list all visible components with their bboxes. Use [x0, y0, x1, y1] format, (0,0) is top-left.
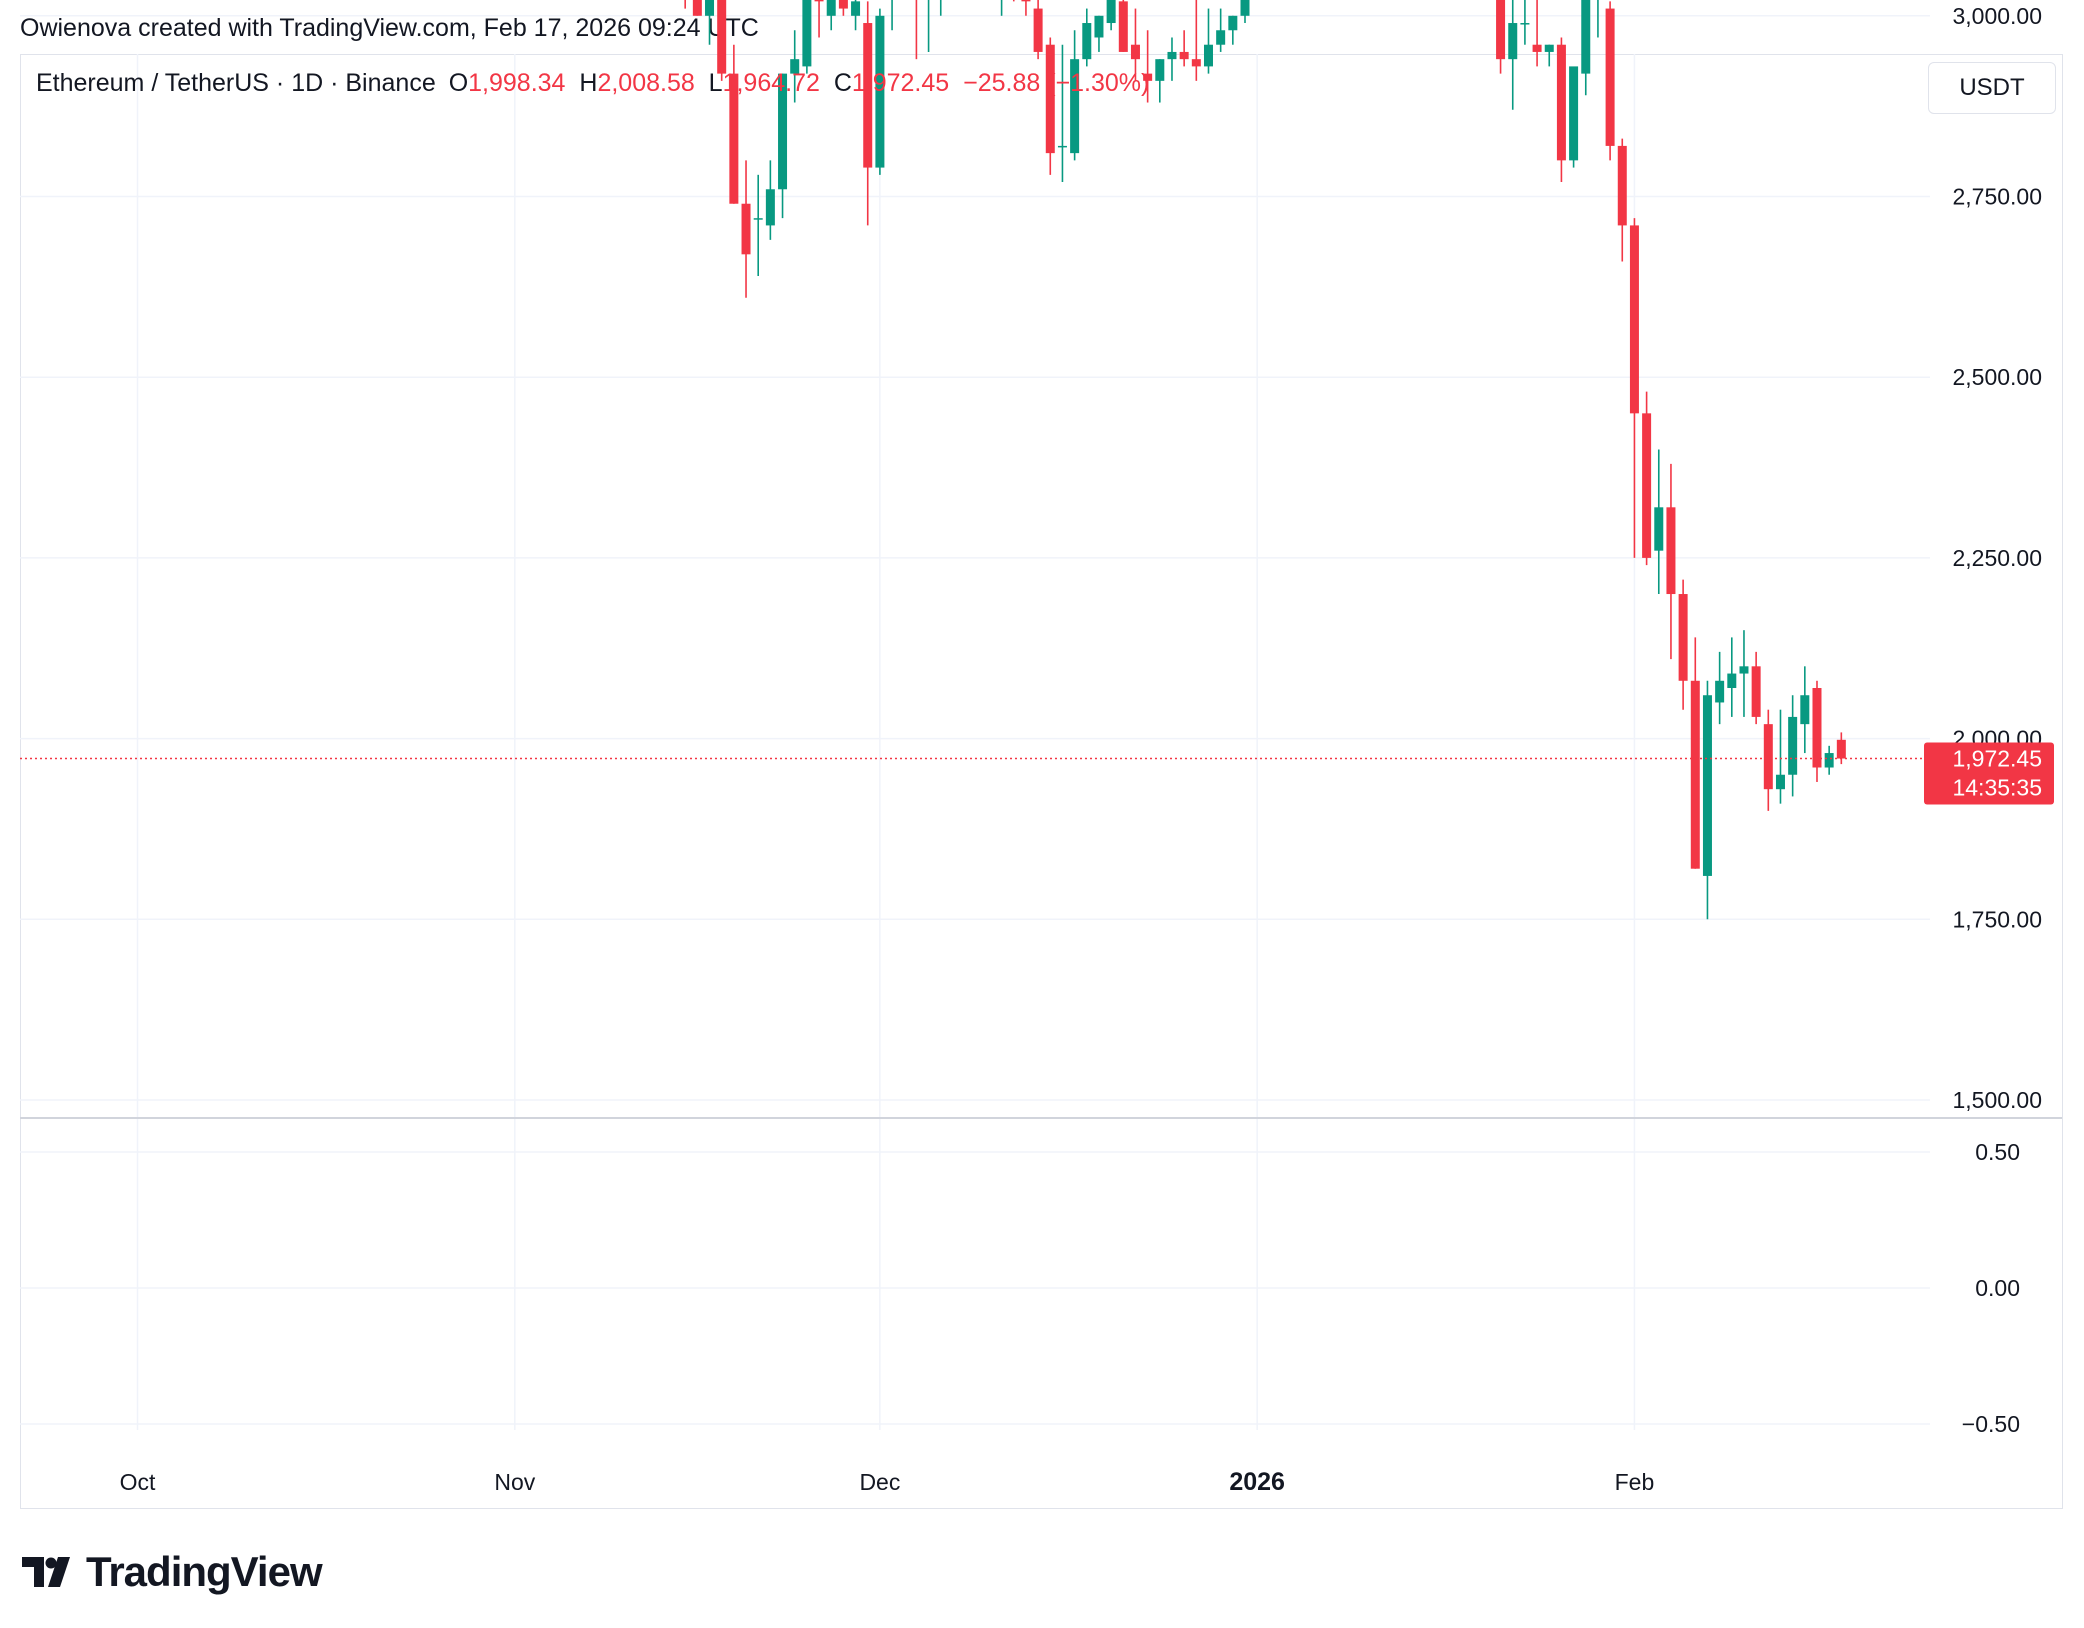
candle-body[interactable]	[1191, 59, 1201, 67]
candle-body[interactable]	[729, 73, 739, 204]
price-badge-countdown: 14:35:35	[1952, 775, 2042, 801]
candle-body[interactable]	[875, 15, 885, 168]
candle-body[interactable]	[1106, 0, 1116, 24]
candle-body[interactable]	[1057, 145, 1067, 148]
high-label: H	[579, 69, 598, 97]
tradingview-logo-text: TradingView	[86, 1548, 323, 1595]
candle-body[interactable]	[1520, 23, 1530, 25]
low-value: 1,964.72	[722, 69, 820, 97]
candle-body[interactable]	[1094, 15, 1104, 38]
candle-body[interactable]	[1082, 23, 1092, 60]
candle-body[interactable]	[1496, 0, 1506, 60]
candle-body[interactable]	[1715, 680, 1725, 703]
open-value: 1,998.34	[468, 69, 566, 97]
y-axis-tick-label: 3,000.00	[1952, 3, 2042, 29]
candle-body[interactable]	[692, 0, 702, 16]
y-axis-tick-label: 2,250.00	[1952, 545, 2042, 571]
candle-body[interactable]	[802, 0, 812, 67]
candle-body[interactable]	[1130, 44, 1140, 60]
candle-body[interactable]	[1569, 66, 1579, 161]
high-value: 2,008.58	[597, 69, 695, 97]
candle-body[interactable]	[1617, 145, 1627, 226]
symbol-label[interactable]: Ethereum / TetherUS · 1D · Binance	[36, 69, 436, 97]
candle-body[interactable]	[1763, 724, 1773, 790]
candle-body[interactable]	[863, 23, 873, 168]
candle-body[interactable]	[1240, 0, 1250, 16]
candle-body[interactable]	[1727, 673, 1737, 689]
currency-button[interactable]: USDT	[1928, 62, 2056, 114]
candle-body[interactable]	[1678, 594, 1688, 681]
candle-body[interactable]	[1629, 225, 1639, 414]
candle-body[interactable]	[753, 218, 763, 220]
candle-body[interactable]	[1532, 44, 1542, 52]
ohlc-legend: Ethereum / TetherUS · 1D · Binance O1,99…	[36, 69, 1149, 98]
candle-body[interactable]	[1508, 23, 1518, 60]
price-badge-value: 1,972.45	[1952, 746, 2042, 772]
candle-body[interactable]	[1775, 774, 1785, 790]
candle-body[interactable]	[1118, 1, 1128, 52]
candle-body[interactable]	[1836, 739, 1846, 759]
candle-body[interactable]	[1788, 716, 1798, 775]
candle-body[interactable]	[790, 59, 800, 74]
candle-body[interactable]	[1143, 73, 1153, 81]
candle-body[interactable]	[1739, 666, 1749, 674]
candle-body[interactable]	[1155, 59, 1165, 81]
low-label: L	[708, 69, 723, 97]
candle-body[interactable]	[838, 0, 848, 9]
y-axis-tick-label: 1,750.00	[1952, 906, 2042, 932]
change-value: −25.88 (−1.30%)	[963, 69, 1150, 97]
candle-body[interactable]	[1605, 8, 1615, 146]
candle-body[interactable]	[851, 1, 861, 16]
price-badge	[1924, 742, 2054, 805]
candle-body[interactable]	[765, 189, 775, 226]
y-axis-tick-label: 2,500.00	[1952, 364, 2042, 390]
candle-body[interactable]	[826, 0, 836, 16]
candle-body[interactable]	[1228, 15, 1238, 31]
x-axis-tick-label: Nov	[494, 1469, 535, 1495]
candle-body[interactable]	[1203, 44, 1213, 67]
candle-body[interactable]	[717, 0, 727, 74]
indicator-tick-label: 0.00	[1975, 1275, 2020, 1301]
candle-body[interactable]	[814, 0, 824, 2]
candle-body[interactable]	[1045, 44, 1055, 154]
candle-body[interactable]	[1021, 0, 1031, 2]
chart-attribution: Owienova created with TradingView.com, F…	[20, 14, 759, 42]
candle-body[interactable]	[1702, 695, 1712, 876]
candle-body[interactable]	[1581, 0, 1591, 74]
tradingview-logo[interactable]: TradingView	[22, 1548, 323, 1596]
x-axis-tick-label: 2026	[1229, 1468, 1285, 1496]
candle-body[interactable]	[1666, 507, 1676, 595]
close-value: 1,972.45	[851, 69, 950, 97]
x-axis-tick-label: Feb	[1615, 1469, 1655, 1495]
open-label: O	[448, 69, 469, 97]
x-axis-tick-label: Oct	[120, 1469, 156, 1495]
candle-body[interactable]	[1751, 666, 1761, 717]
candle-body[interactable]	[1216, 30, 1226, 45]
x-axis-tick-label: Dec	[859, 1469, 900, 1495]
close-label: C	[833, 69, 852, 97]
candle-body[interactable]	[1167, 51, 1177, 60]
candle-body[interactable]	[741, 203, 751, 255]
candle-body[interactable]	[1033, 8, 1043, 52]
candle-body[interactable]	[705, 0, 715, 16]
candle-body[interactable]	[1544, 44, 1554, 52]
tradingview-logo-icon	[22, 1557, 70, 1587]
candle-body[interactable]	[1556, 44, 1566, 161]
candle-body[interactable]	[1654, 507, 1664, 551]
candle-body[interactable]	[778, 73, 788, 190]
candle-body[interactable]	[1179, 51, 1189, 60]
y-axis-tick-label: 2,750.00	[1952, 184, 2042, 210]
indicator-tick-label: 0.50	[1975, 1139, 2020, 1165]
chart-frame	[20, 54, 2063, 1509]
y-axis-tick-label: 1,500.00	[1952, 1087, 2042, 1113]
candle-body[interactable]	[1800, 695, 1810, 725]
candle-body[interactable]	[1824, 753, 1834, 768]
candle-body[interactable]	[1642, 413, 1652, 558]
candle-body[interactable]	[1070, 59, 1080, 154]
candle-body[interactable]	[1812, 688, 1822, 768]
candle-body[interactable]	[1690, 680, 1700, 869]
indicator-tick-label: −0.50	[1962, 1411, 2020, 1437]
